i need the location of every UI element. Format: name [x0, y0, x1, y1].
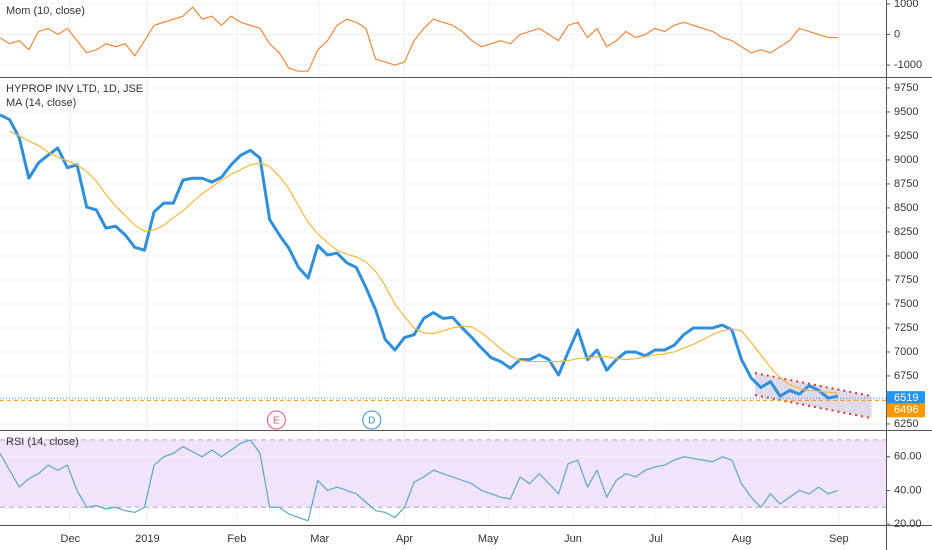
pane-title: Mom (10, close) [6, 5, 85, 17]
y-tick-label: 7250 [894, 322, 918, 334]
y-tick-label: 7750 [894, 274, 918, 286]
x-tick-label: Mar [310, 533, 329, 545]
y-tick-label: 0 [894, 28, 900, 40]
y-tick-label: 1000 [894, 0, 918, 10]
y-tick-label: 20.00 [894, 518, 922, 530]
last-value-label: 6519 [894, 392, 918, 404]
event-marker [266, 410, 286, 430]
channel-line [754, 372, 872, 398]
series-line [0, 6, 838, 72]
pane-title: HYPROP INV LTD, 1D, JSE [6, 83, 143, 95]
event-label: D [368, 416, 375, 427]
legend-entry: MA (14, close) [6, 97, 76, 109]
pane-title: RSI (14, close) [6, 436, 79, 448]
y-tick-label: 40.00 [894, 484, 922, 496]
y-tick-label: 9000 [894, 154, 918, 166]
series-line [0, 439, 839, 522]
channel-fill [755, 373, 872, 419]
x-tick-label: May [478, 533, 499, 545]
y-tick-label: 7000 [894, 346, 918, 358]
y-tick-label: 9750 [894, 82, 918, 94]
last-value-label: 6496 [894, 404, 918, 416]
x-tick-label: Apr [396, 533, 413, 545]
y-tick-label: 9250 [894, 130, 918, 142]
last-value-box [887, 403, 925, 418]
y-tick-label: 8000 [894, 250, 918, 262]
x-tick-label: Jun [564, 533, 582, 545]
last-value-box [887, 391, 925, 406]
y-tick-label: 8500 [894, 202, 918, 214]
series-line [0, 113, 839, 400]
event-label: E [273, 416, 280, 427]
series-line [9, 130, 838, 394]
x-tick-label: Dec [61, 533, 81, 545]
channel-line [754, 394, 872, 420]
x-tick-label: Aug [732, 533, 752, 545]
y-tick-label: 6250 [894, 418, 918, 430]
y-tick-label: 8750 [894, 178, 918, 190]
y-tick-label: 6750 [894, 370, 918, 382]
y-tick-label: 9500 [894, 106, 918, 118]
y-tick-label: 60.00 [894, 451, 922, 463]
y-tick-label: -1000 [894, 59, 922, 71]
x-tick-label: Feb [227, 533, 246, 545]
y-tick-label: 7500 [894, 298, 918, 310]
x-tick-label: Sep [829, 533, 849, 545]
x-tick-label: Jul [649, 533, 663, 545]
event-marker [362, 410, 382, 430]
y-tick-label: 8250 [894, 226, 918, 238]
x-tick-label: 2019 [135, 533, 159, 545]
